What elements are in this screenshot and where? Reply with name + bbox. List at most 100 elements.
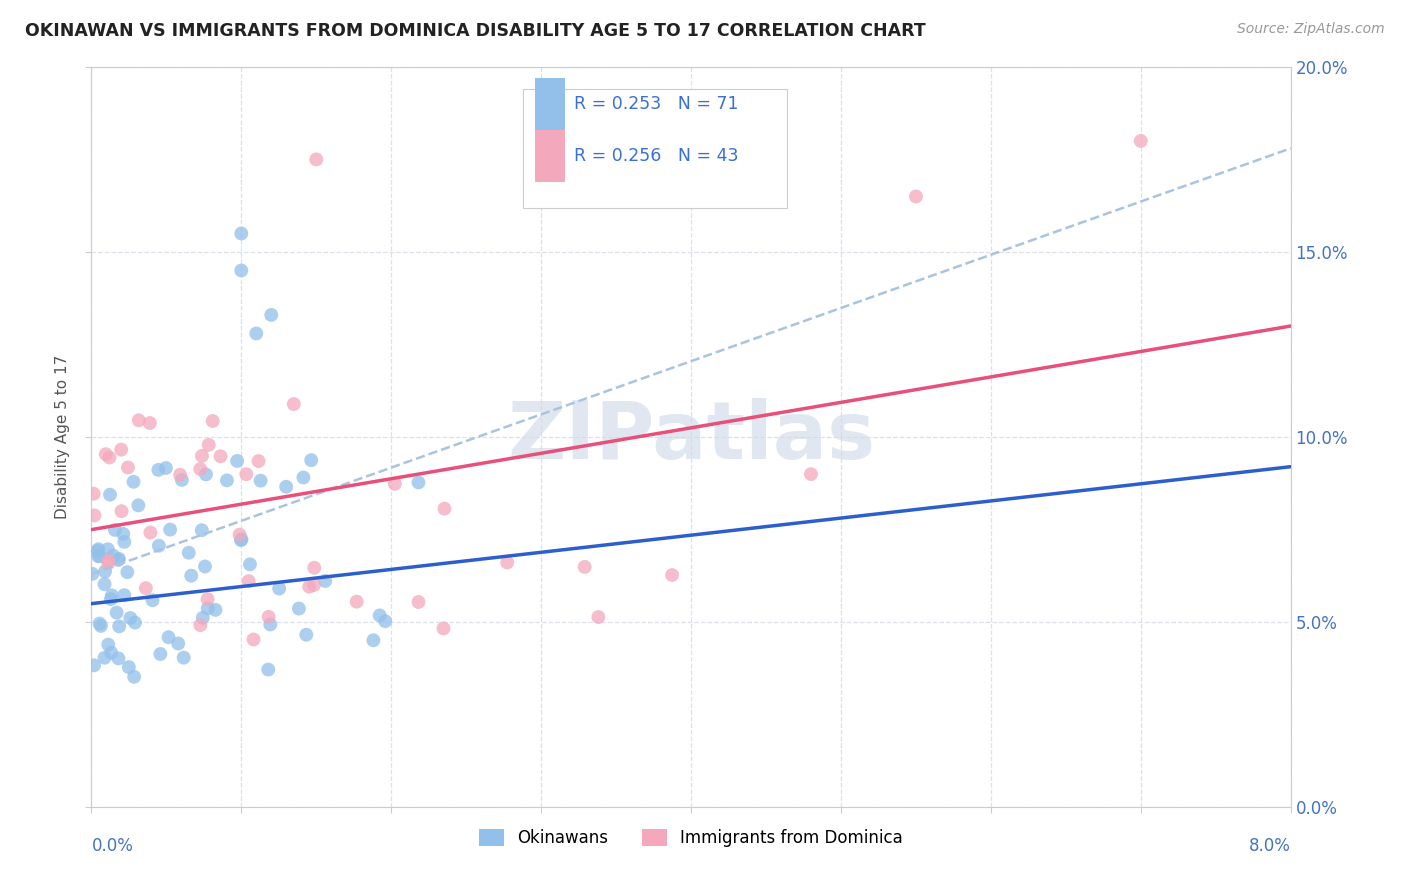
Point — [384, 476, 406, 491]
Point — [169, 467, 191, 482]
Point — [305, 153, 328, 167]
Point — [94, 565, 117, 579]
Point — [173, 650, 195, 665]
Point — [112, 527, 135, 541]
Point — [235, 467, 257, 482]
Point — [304, 561, 326, 575]
Point — [269, 582, 291, 596]
Point — [292, 470, 315, 484]
Point — [177, 546, 200, 560]
Point — [257, 663, 280, 677]
Point — [148, 539, 170, 553]
Point — [87, 549, 110, 564]
Point — [117, 565, 139, 579]
FancyBboxPatch shape — [536, 78, 565, 130]
Point — [101, 589, 124, 603]
Point — [94, 447, 117, 461]
Point — [110, 442, 132, 457]
Point — [118, 660, 141, 674]
Point — [124, 615, 146, 630]
Point — [89, 616, 111, 631]
Point — [83, 486, 105, 500]
Point — [204, 603, 226, 617]
Point — [86, 544, 108, 558]
Point — [108, 619, 131, 633]
Point — [112, 588, 135, 602]
Point — [97, 554, 120, 568]
Text: ZIPatlas: ZIPatlas — [508, 398, 875, 476]
Point — [117, 460, 139, 475]
Point — [149, 647, 172, 661]
Text: 0.0%: 0.0% — [91, 837, 134, 855]
Point — [135, 581, 157, 595]
Point — [108, 552, 131, 566]
Point — [93, 577, 115, 591]
Point — [257, 610, 280, 624]
Point — [288, 601, 311, 615]
Point — [83, 508, 105, 523]
Point — [374, 614, 396, 628]
Legend: Okinawans, Immigrants from Dominica: Okinawans, Immigrants from Dominica — [479, 829, 903, 847]
Point — [238, 574, 260, 588]
Point — [122, 670, 145, 684]
Point — [433, 501, 456, 516]
Point — [170, 473, 193, 487]
Point — [800, 467, 823, 482]
Point — [90, 619, 112, 633]
Point — [346, 594, 368, 608]
Point — [226, 454, 249, 468]
Text: R = 0.253   N = 71: R = 0.253 N = 71 — [574, 95, 738, 113]
Point — [247, 454, 270, 468]
Point — [104, 523, 127, 537]
Point — [128, 413, 150, 427]
Point — [82, 566, 104, 581]
Point — [231, 263, 253, 277]
Point — [229, 533, 252, 547]
Point — [139, 525, 162, 540]
Point — [148, 463, 170, 477]
Point — [239, 558, 262, 572]
Point — [260, 308, 283, 322]
Point — [298, 580, 321, 594]
Point — [314, 574, 336, 588]
Point — [231, 533, 253, 547]
Point — [574, 560, 596, 574]
FancyBboxPatch shape — [523, 89, 787, 208]
Y-axis label: Disability Age 5 to 17: Disability Age 5 to 17 — [55, 355, 70, 519]
Point — [259, 617, 281, 632]
Point — [249, 474, 271, 488]
Point — [98, 450, 121, 465]
Point — [496, 556, 519, 570]
Text: R = 0.256   N = 43: R = 0.256 N = 43 — [574, 147, 738, 165]
Point — [100, 592, 122, 607]
Point — [368, 608, 391, 623]
Point — [201, 414, 224, 428]
Point — [408, 595, 430, 609]
Point — [97, 542, 120, 557]
Point — [103, 549, 125, 563]
Point — [83, 658, 105, 673]
Point — [97, 638, 120, 652]
Point — [197, 592, 219, 607]
Point — [190, 618, 212, 632]
Point — [167, 636, 190, 650]
Point — [105, 606, 128, 620]
Point — [1129, 134, 1152, 148]
Point — [194, 559, 217, 574]
Point — [89, 549, 111, 563]
Point — [120, 611, 142, 625]
Point — [87, 542, 110, 557]
Point — [98, 488, 121, 502]
Text: Source: ZipAtlas.com: Source: ZipAtlas.com — [1237, 22, 1385, 37]
Point — [110, 504, 132, 518]
Point — [188, 462, 211, 476]
Point — [122, 475, 145, 489]
Point — [363, 633, 385, 648]
Point — [432, 622, 454, 636]
Point — [112, 534, 135, 549]
Point — [139, 416, 162, 430]
Point — [157, 630, 180, 644]
Point — [142, 593, 165, 607]
Point — [191, 523, 214, 537]
FancyBboxPatch shape — [536, 130, 565, 182]
